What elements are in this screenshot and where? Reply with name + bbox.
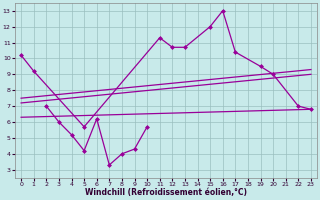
X-axis label: Windchill (Refroidissement éolien,°C): Windchill (Refroidissement éolien,°C) [85, 188, 247, 197]
